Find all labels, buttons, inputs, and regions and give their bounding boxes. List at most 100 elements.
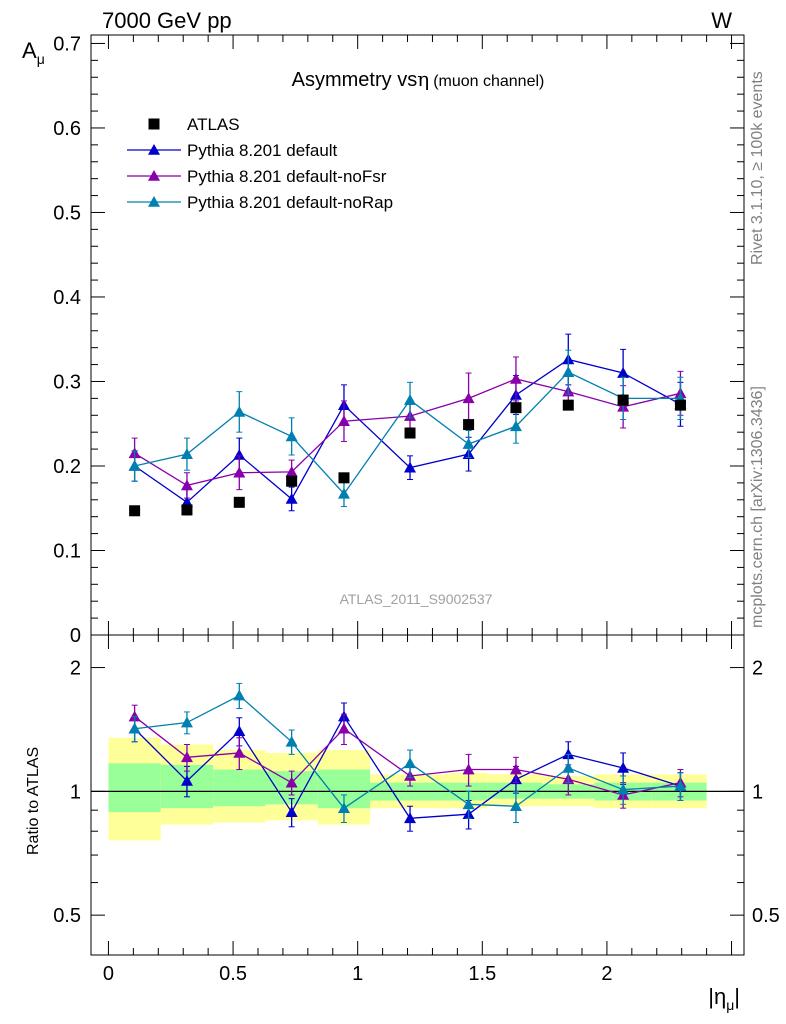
y-tick-label-ratio-left: 1 [70,781,81,803]
y-tick-label-ratio-left: 2 [70,658,81,680]
point-main [509,420,522,432]
header-right: W [711,8,732,33]
data-series [128,333,687,832]
y-tick-label-ratio-left: 0.5 [53,905,81,927]
y-tick-label-main: 0.3 [53,371,81,393]
ratio-frame [90,634,745,956]
band-green-bin [108,763,161,813]
y-tick-label-main: 0.6 [53,118,81,140]
legend-label: Pythia 8.201 default-noFsr [187,167,387,186]
y-label-sub: μ [37,51,45,67]
point-ratio [180,774,193,786]
point-main [180,479,193,491]
point-main [285,492,298,504]
y-tick-label-main: 0.2 [53,456,81,478]
point-ratio [128,710,141,722]
point-ratio [404,757,417,769]
x-axis-label: |ημ| [708,984,740,1013]
point-main [562,366,575,377]
uncertainty-bands [91,737,744,841]
x-label-sub: μ [726,997,734,1013]
legend-marker [148,170,160,181]
point-main [285,430,298,442]
legend-label: ATLAS [187,115,240,134]
point-main [462,392,475,404]
x-label-symbol: |η [708,984,726,1009]
point-ratio [617,761,630,773]
y-tick-label-ratio-right: 1 [752,781,763,803]
title-main: Asymmetry vs [292,69,418,91]
point-main [233,405,246,417]
point-ratio [562,761,575,773]
point-ratio [233,689,246,701]
point-main [462,438,475,449]
chart-title: Asymmetry vsη (muon channel) [292,67,545,91]
y-label-symbol: A [22,38,37,63]
axis-ticks: 0 0.5 1 1.5 2 0 0.1 0.2 0.3 0.4 0.5 0.6 0.7 0.5 0.5 1 1 2… [53,33,780,985]
title-eta: η [417,67,429,91]
point-main [180,496,193,508]
x-tick-label: 0 [103,963,114,985]
y-tick-label-main: 0 [70,625,81,647]
point-main [233,466,246,478]
legend-marker [148,144,160,155]
point-main [337,487,350,499]
x-tick-label: 2 [601,963,612,985]
y-tick-label-main: 0.7 [53,33,81,55]
atlas-data-point [404,427,416,439]
y-tick-label-main: 0.4 [53,287,81,309]
point-ratio [509,763,522,775]
header-left: 7000 GeV pp [102,8,232,33]
atlas-data-point [129,505,141,517]
band-green-bin [487,782,543,799]
point-ratio [404,812,417,824]
point-main [617,367,630,378]
point-ratio [233,746,246,758]
atlas-data-point [562,399,574,411]
point-main [404,394,417,405]
point-main [180,448,193,459]
y-tick-label-ratio-right: 2 [752,658,763,680]
series-0 [128,333,687,832]
point-main [404,461,417,473]
x-tick-label: 0.5 [219,963,247,985]
point-ratio [337,722,350,734]
legend-marker [148,196,160,207]
point-ratio [462,763,475,775]
series-2 [128,349,687,823]
legend-label: Pythia 8.201 default-noRap [187,193,393,212]
point-ratio [180,716,193,728]
point-ratio [562,748,575,760]
atlas-data-point [463,419,475,431]
atlas-data-point [510,402,522,414]
atlas-data-point [181,504,193,516]
legend-marker-atlas [148,118,160,130]
point-ratio [509,800,522,812]
point-ratio [285,735,298,747]
atlas-data-point [233,496,245,508]
point-ratio [337,802,350,813]
point-ratio [128,722,141,734]
point-ratio [233,725,246,737]
atlas-data-point [286,475,298,487]
point-main [337,415,350,426]
y-axis-label-ratio: Ratio to ATLAS [25,747,42,855]
point-ratio [285,776,298,788]
atlas-data-point [617,394,629,406]
y-tick-label-main: 0.1 [53,540,81,562]
y-tick-label-main: 0.5 [53,202,81,224]
point-main [285,465,298,477]
watermark: ATLAS_2011_S9002537 [340,591,493,607]
point-ratio [285,806,298,817]
point-ratio [617,783,630,795]
point-ratio [180,751,193,763]
title-sub: (muon channel) [433,73,544,90]
y-tick-label-ratio-right: 0.5 [752,905,780,927]
x-tick-label: 1 [352,963,363,985]
atlas-data-point [674,399,686,411]
legend-label: Pythia 8.201 default [187,141,338,160]
series-atlas-data [129,394,686,517]
band-green-bin [213,769,266,807]
point-main [233,449,246,460]
